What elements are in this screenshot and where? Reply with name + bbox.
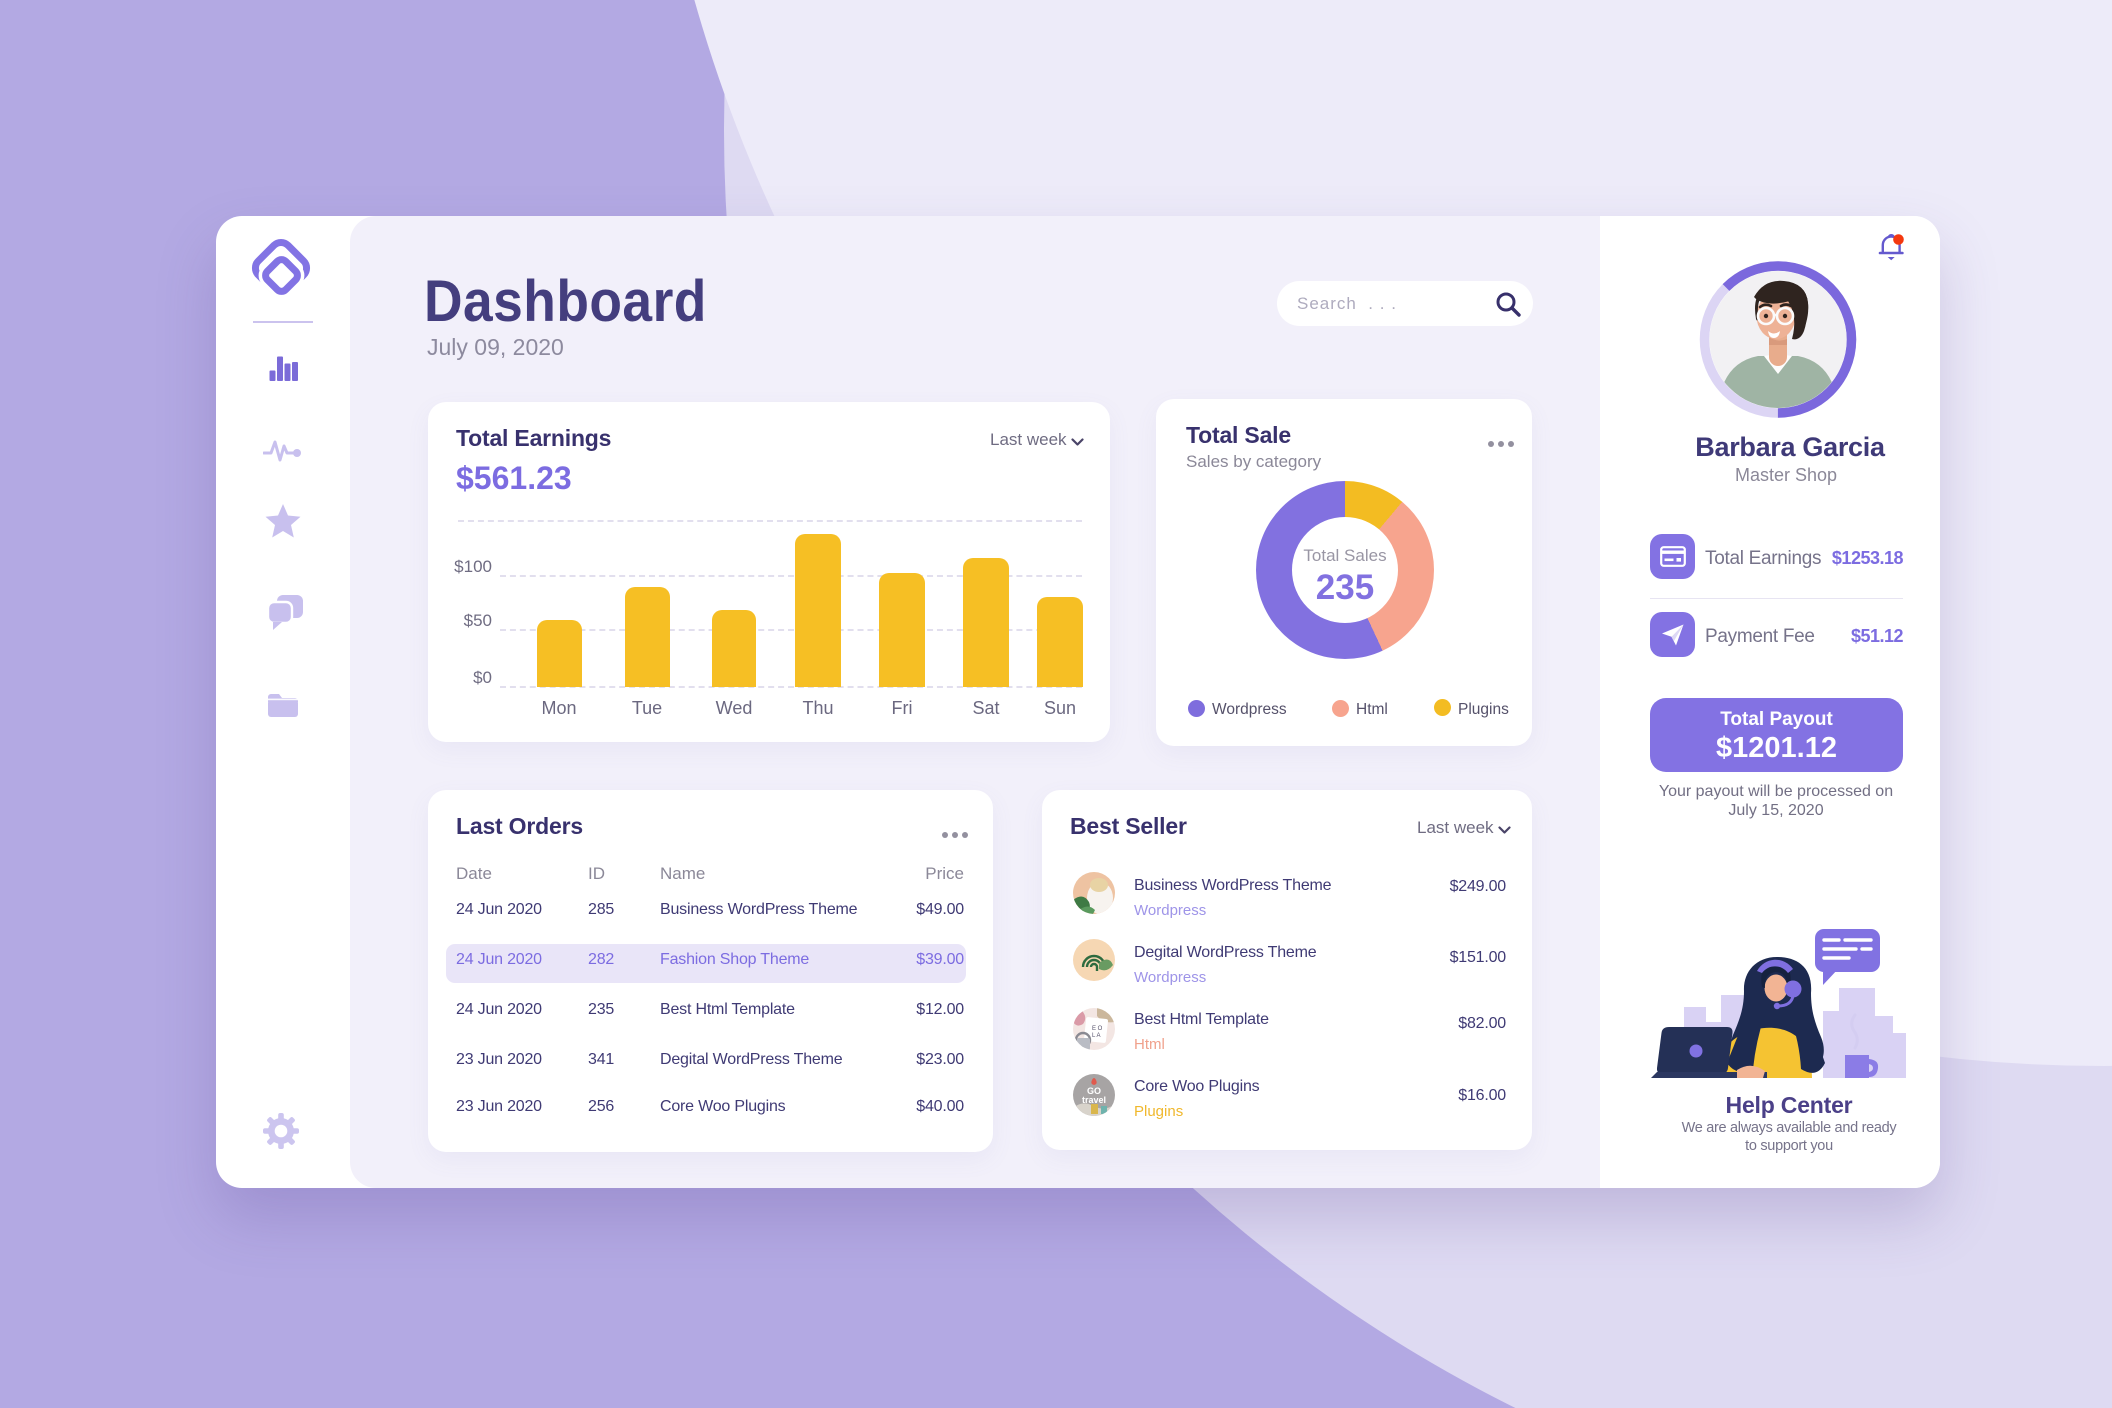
- svg-text:GO: GO: [1087, 1086, 1101, 1096]
- svg-text:travel: travel: [1082, 1095, 1106, 1105]
- svg-text:E O: E O: [1092, 1026, 1103, 1032]
- svg-text:L A: L A: [1092, 1033, 1100, 1039]
